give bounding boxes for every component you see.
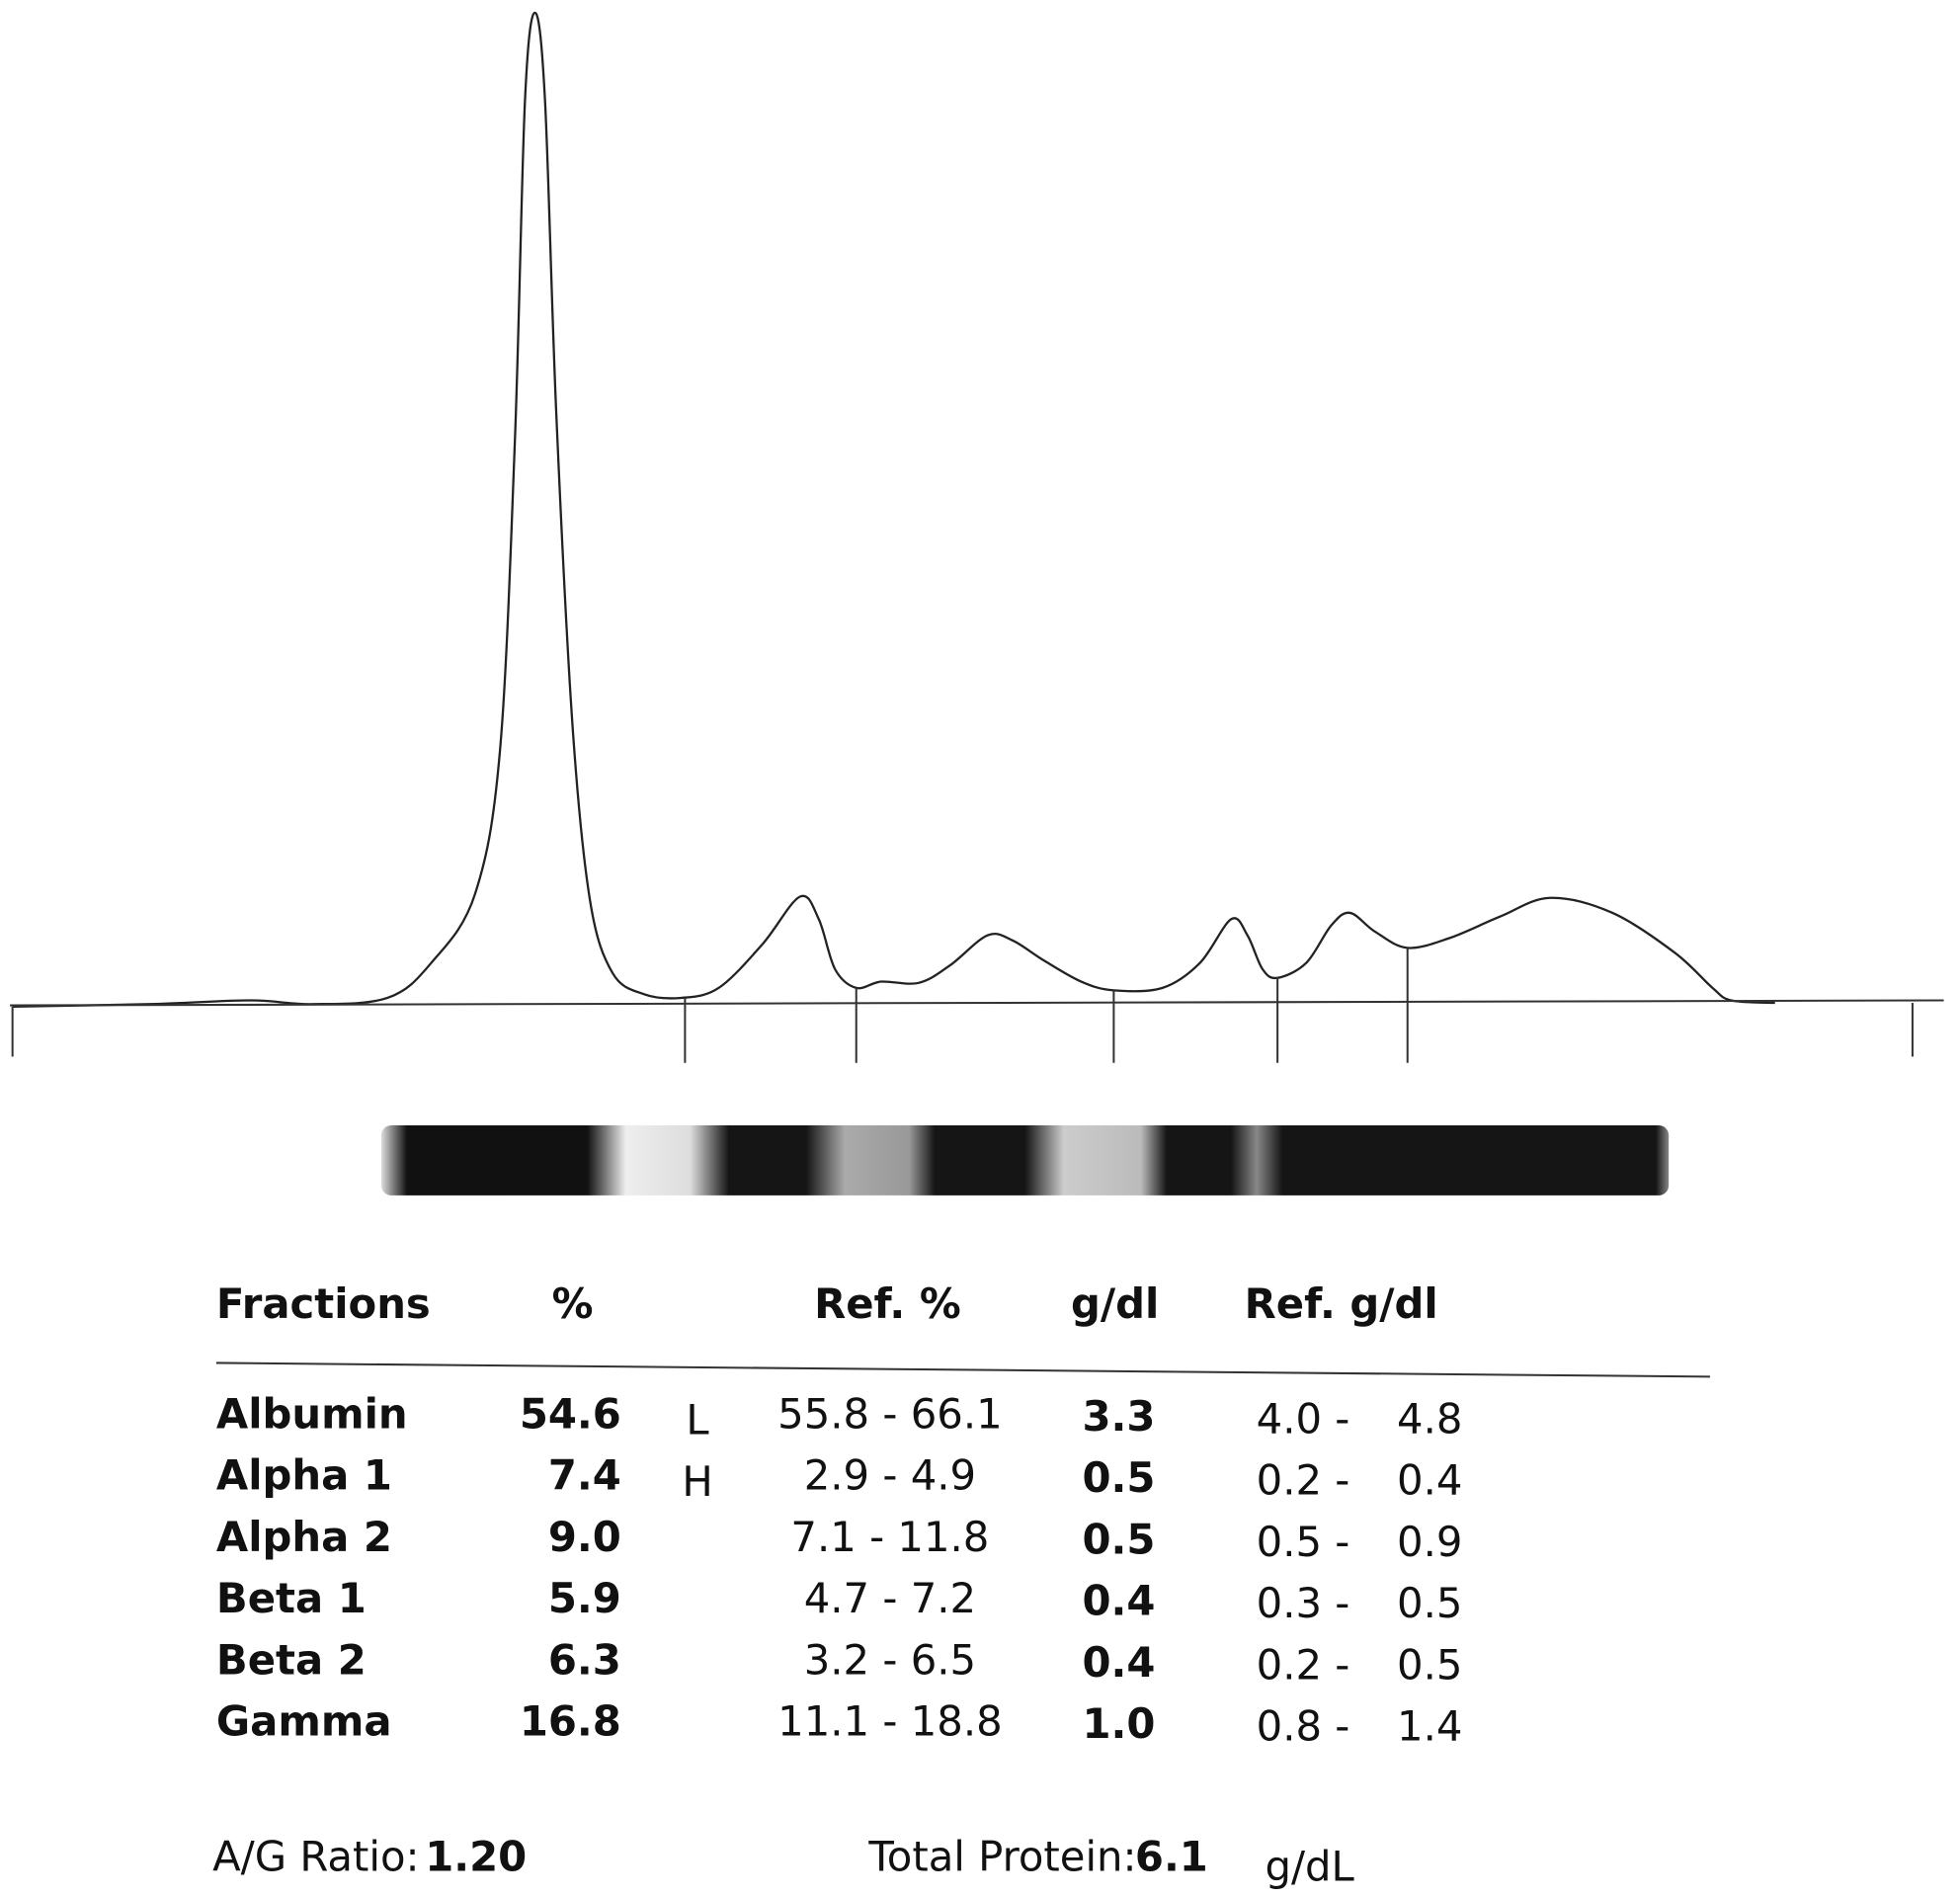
percent: 54.6: [520, 1389, 621, 1438]
ref-percent: 11.1 - 18.8: [777, 1697, 1003, 1746]
g-dl: 0.4: [1082, 1577, 1155, 1625]
gel-strip: [380, 1125, 1670, 1196]
ref-percent: 7.1 - 11.8: [790, 1513, 989, 1561]
column-header: Ref. %: [814, 1279, 961, 1328]
flag: L: [686, 1396, 709, 1444]
fraction-name: Alpha 1: [216, 1451, 392, 1500]
g-dl: 1.0: [1082, 1699, 1155, 1748]
ref-g-dl-low: 0.8 -: [1257, 1702, 1350, 1751]
ref-g-dl-high: 4.8: [1397, 1394, 1462, 1443]
tp-value: 6.1: [1135, 1832, 1208, 1880]
column-header: Fractions: [216, 1279, 431, 1328]
flag: H: [682, 1457, 712, 1506]
column-header: g/dl: [1071, 1279, 1159, 1328]
percent: 9.0: [548, 1513, 621, 1561]
ref-percent: 4.7 - 7.2: [804, 1574, 976, 1622]
ref-g-dl-low: 0.2 -: [1257, 1456, 1350, 1505]
fraction-name: Beta 2: [216, 1635, 367, 1684]
tp-label: Total Protein:: [867, 1832, 1136, 1880]
ref-g-dl-high: 0.9: [1397, 1518, 1462, 1566]
percent: 5.9: [548, 1574, 621, 1622]
ref-g-dl-high: 0.4: [1397, 1456, 1462, 1505]
ref-g-dl-low: 4.0 -: [1257, 1394, 1350, 1443]
tp-unit: g/dL: [1265, 1842, 1354, 1890]
ref-g-dl-high: 1.4: [1397, 1702, 1462, 1751]
densitogram-curve: [12, 11, 1775, 1008]
fractions-table: Fractions% Ref. % g/dl Ref. g/dl Albumin 54.6…: [216, 1279, 1463, 1751]
ag-label: A/G Ratio:: [212, 1832, 420, 1880]
percent: 6.3: [548, 1635, 621, 1684]
ref-g-dl-low: 0.5 -: [1257, 1518, 1350, 1566]
baseline: [10, 999, 1944, 1007]
ref-g-dl-high: 0.5: [1397, 1640, 1462, 1689]
header-rule: [215, 1361, 1710, 1378]
ag-value: 1.20: [425, 1832, 527, 1880]
ref-g-dl-low: 0.3 -: [1257, 1579, 1350, 1627]
ref-g-dl-high: 0.5: [1397, 1579, 1462, 1627]
percent: 7.4: [548, 1451, 621, 1500]
column-header: %: [552, 1279, 594, 1328]
percent: 16.8: [520, 1697, 621, 1746]
g-dl: 3.3: [1082, 1392, 1155, 1441]
ref-percent: 2.9 - 4.9: [804, 1451, 976, 1500]
fraction-separators: [10, 948, 1944, 1063]
fraction-name: Alpha 2: [216, 1513, 392, 1561]
fraction-name: Albumin: [216, 1389, 408, 1438]
ref-percent: 3.2 - 6.5: [804, 1635, 976, 1684]
ref-g-dl-low: 0.2 -: [1257, 1640, 1350, 1689]
g-dl: 0.5: [1082, 1515, 1155, 1563]
fraction-name: Gamma: [216, 1697, 392, 1746]
g-dl: 0.5: [1082, 1453, 1155, 1502]
fraction-name: Beta 1: [216, 1574, 367, 1622]
column-header: Ref. g/dl: [1245, 1279, 1438, 1328]
ref-percent: 55.8 - 66.1: [777, 1389, 1003, 1438]
g-dl: 0.4: [1082, 1638, 1155, 1687]
